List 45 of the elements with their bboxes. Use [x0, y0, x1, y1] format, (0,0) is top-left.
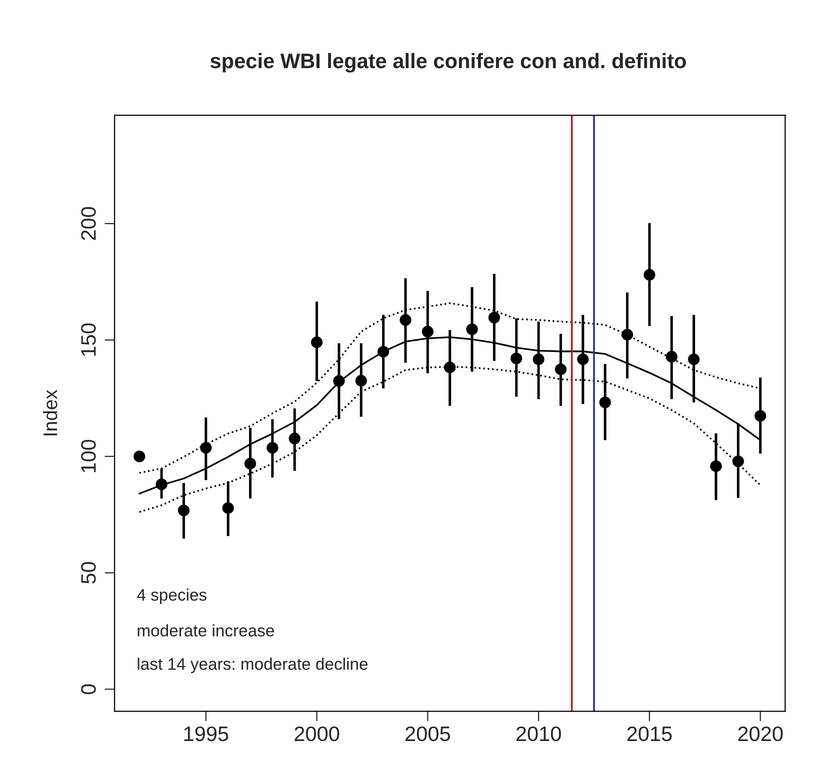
- point: [134, 450, 146, 462]
- point: [266, 442, 278, 454]
- point: [644, 268, 656, 281]
- x-tick-label: 2015: [627, 726, 672, 742]
- point: [577, 353, 589, 366]
- y-tick-label: 200: [81, 207, 96, 240]
- point: [554, 364, 567, 376]
- point: [621, 328, 634, 340]
- annotation: last 14 years: moderate decline: [138, 658, 368, 674]
- point: [200, 442, 212, 454]
- y-tick-label: 100: [81, 440, 96, 472]
- annotation: moderate increase: [138, 624, 274, 637]
- point: [156, 478, 168, 490]
- point: [355, 374, 367, 387]
- point: [244, 458, 256, 470]
- chart-title: specie WBI legate alle conifere con and. definito: [210, 53, 686, 73]
- point: [333, 375, 345, 387]
- point: [378, 346, 390, 358]
- point: [310, 336, 323, 348]
- point: [466, 323, 478, 336]
- point: [510, 352, 522, 364]
- annotation: 4 species: [137, 588, 206, 604]
- y-tick-label: 50: [81, 562, 96, 584]
- point: [488, 312, 500, 324]
- point: [422, 326, 434, 338]
- point: [754, 410, 766, 422]
- point: [532, 353, 544, 366]
- x-tick-label: 2005: [406, 726, 450, 742]
- x-tick-label: 1995: [184, 726, 228, 742]
- point: [400, 314, 412, 326]
- y-axis-title: Index: [42, 390, 58, 436]
- point: [222, 502, 234, 514]
- x-tick-label: 2000: [294, 726, 340, 742]
- point: [732, 455, 744, 468]
- point: [666, 350, 678, 363]
- point: [288, 432, 300, 444]
- x-tick-label: 2010: [516, 726, 561, 742]
- x-tick-label: 2020: [738, 726, 783, 742]
- point: [710, 460, 722, 472]
- point: [178, 504, 190, 516]
- point: [688, 353, 700, 366]
- point: [444, 362, 456, 374]
- y-tick-label: 0: [81, 684, 96, 694]
- y-tick-label: 150: [81, 323, 96, 356]
- point: [599, 396, 611, 408]
